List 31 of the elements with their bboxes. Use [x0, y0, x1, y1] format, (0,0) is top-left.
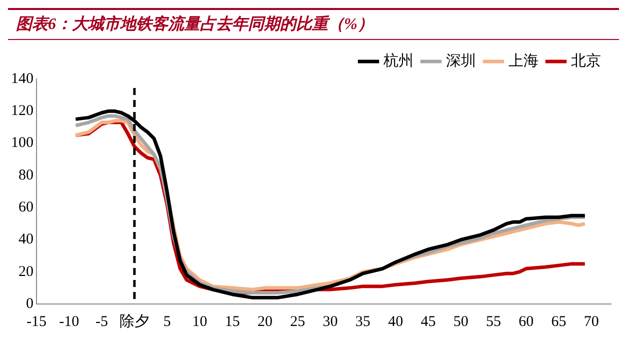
x-tick-label: -15 [26, 314, 46, 330]
x-tick-label: 5 [163, 314, 171, 330]
x-tick-label: -10 [59, 314, 80, 330]
y-tick-label: 40 [18, 232, 34, 248]
x-tick-label: 除夕 [119, 312, 150, 330]
legend-label: 杭州 [382, 52, 414, 70]
x-tick-label: 15 [224, 314, 240, 330]
y-tick-label: 100 [11, 135, 34, 152]
y-tick-label: 60 [18, 200, 34, 216]
legend-label: 上海 [508, 52, 538, 70]
x-tick-label: 55 [486, 314, 501, 330]
x-tick-label: 60 [518, 314, 534, 330]
x-tick-label: 25 [290, 314, 306, 330]
x-tick-label: 35 [355, 314, 370, 330]
x-tick-label: 50 [453, 314, 468, 330]
x-tick-label: -5 [96, 314, 108, 330]
x-tick-label: 65 [551, 314, 566, 330]
x-tick-label: 30 [322, 314, 338, 330]
legend-label: 北京 [571, 52, 601, 70]
y-tick-label: 120 [11, 103, 34, 120]
x-tick-label: 45 [420, 314, 436, 330]
y-tick-label: 80 [18, 167, 34, 184]
y-tick-label: 140 [11, 70, 34, 87]
legend-label: 深圳 [446, 52, 476, 70]
x-tick-label: 70 [584, 314, 599, 330]
x-tick-label: 40 [388, 314, 404, 330]
x-tick-label: 20 [257, 314, 272, 330]
y-tick-label: 0 [26, 296, 34, 312]
chart-title: 图表6：大城市地铁客流量占去年同期的比重（%） [16, 16, 374, 33]
y-tick-label: 20 [18, 264, 34, 280]
x-tick-label: 10 [192, 314, 208, 330]
